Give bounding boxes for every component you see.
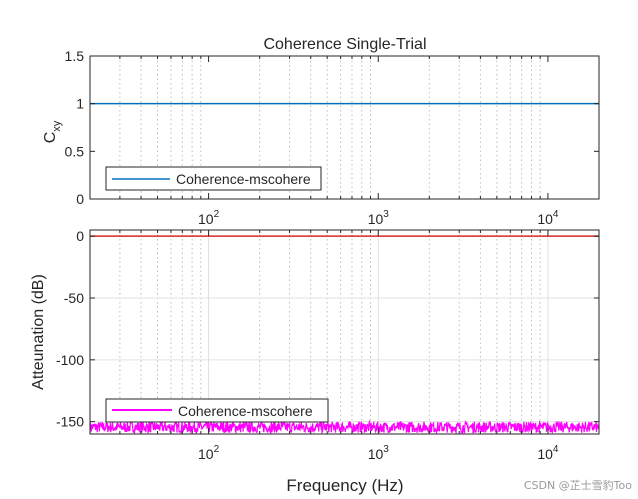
- bottom-legend: Coherence-mscohere: [105, 398, 329, 423]
- top-x-tick-label: 104: [537, 209, 559, 227]
- top-x-tick-label: 103: [368, 209, 390, 227]
- bottom-x-tick-label: 104: [537, 444, 559, 462]
- bottom-axes-box: [89, 229, 600, 435]
- top-legend-label: Coherence-mscohere: [176, 171, 311, 187]
- bottom-legend-label: Coherence-mscohere: [178, 403, 313, 419]
- bottom-axes: 0-50-100-150 102 103 104 Atteunation (dB) …: [30, 228, 600, 462]
- watermark: CSDN @芷士雪豹Too: [523, 479, 632, 492]
- bottom-y-axis-label: Atteunation (dB): [30, 274, 47, 390]
- top-y-tick-label: 1.5: [65, 48, 85, 64]
- top-y-axis-label: Cxy: [42, 120, 63, 143]
- top-x-ticks: 102 103 104: [89, 56, 600, 227]
- top-x-tick-label: 102: [198, 209, 220, 227]
- bottom-y-tick-label: -100: [56, 352, 84, 368]
- top-y-tick-label: 0: [76, 191, 84, 207]
- top-grid: [89, 56, 600, 199]
- top-y-axis-label-sub: xy: [51, 120, 63, 132]
- top-y-axis-label-base: C: [42, 132, 59, 144]
- bottom-legend-box: [105, 398, 329, 423]
- top-y-tick-label: 1: [76, 96, 84, 112]
- bottom-y-tick-label: 0: [76, 228, 84, 244]
- bottom-y-tick-label: -150: [56, 414, 84, 430]
- bottom-x-ticks: 102 103 104: [89, 230, 600, 462]
- bottom-x-tick-label: 103: [368, 444, 390, 462]
- bottom-y-ticks: 0 -50 -100 -150: [56, 228, 599, 430]
- top-axes: Coherence Single-Trial 00.511.5 102 103 10…: [42, 36, 600, 227]
- top-y-tick-label: 0.5: [65, 143, 85, 159]
- top-legend-box: [105, 166, 322, 191]
- bottom-series-group: [89, 235, 600, 435]
- x-axis-label: Frequency (Hz): [286, 476, 403, 495]
- top-chart-title: Coherence Single-Trial: [263, 36, 426, 53]
- top-legend: Coherence-mscohere: [105, 166, 322, 191]
- top-axes-box: [89, 55, 600, 200]
- bottom-series-0-line: [89, 419, 600, 435]
- top-y-ticks: 0 0.5 1 1.5: [65, 48, 599, 207]
- bottom-y-tick-label: -50: [64, 290, 84, 306]
- bottom-x-tick-label: 102: [198, 444, 220, 462]
